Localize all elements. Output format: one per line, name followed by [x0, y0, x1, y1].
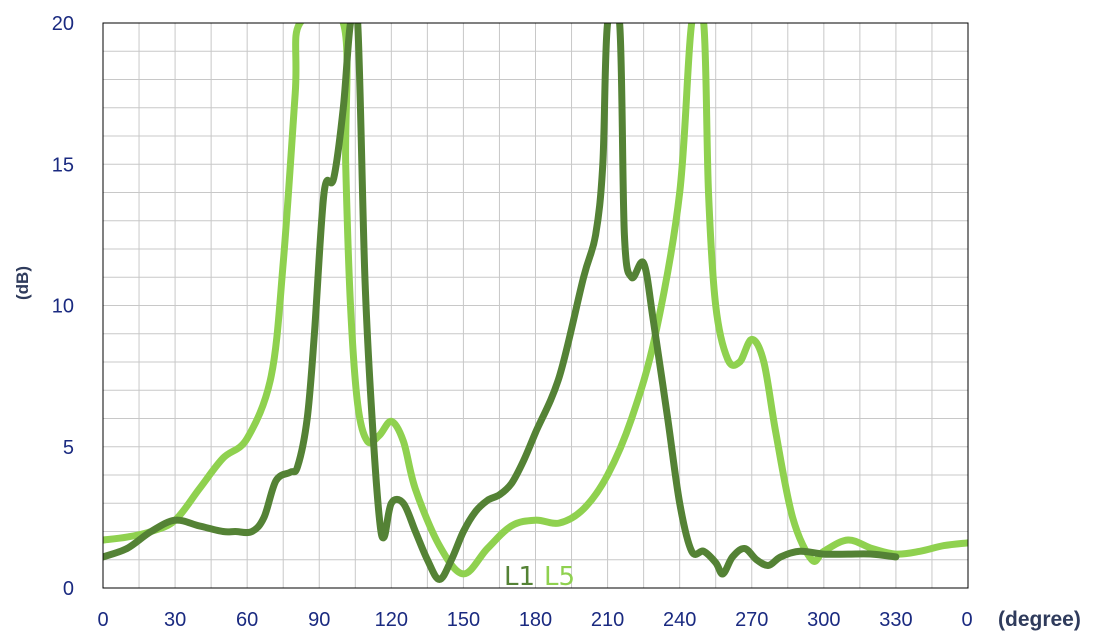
- x-tick-label: 330: [879, 609, 912, 631]
- series-line-l1: [103, 23, 900, 583]
- x-axis-ticks: 0 30 60 90 120 150 180 210 240 270 300 330 0: [97, 609, 972, 631]
- series-line-l5: [103, 23, 968, 578]
- series-lines: [103, 23, 968, 583]
- x-tick-label: 0: [97, 609, 108, 631]
- x-tick-label: 210: [591, 609, 624, 631]
- y-axis-label: (dB): [13, 266, 32, 300]
- x-tick-label: 180: [519, 609, 552, 631]
- x-tick-label: 150: [447, 609, 480, 631]
- x-tick-label: 120: [375, 609, 408, 631]
- x-tick-label: 240: [663, 609, 696, 631]
- x-tick-label: 270: [735, 609, 768, 631]
- y-tick-label: 0: [63, 578, 74, 600]
- plot-frame: [102, 22, 969, 589]
- x-axis-label: (degree): [998, 608, 1081, 631]
- x-tick-label: 0: [961, 609, 972, 631]
- grid: [103, 23, 968, 588]
- y-tick-label: 5: [63, 437, 74, 459]
- x-tick-label: 30: [164, 609, 186, 631]
- series-labels: L5 L1: [504, 562, 575, 592]
- y-axis-ticks: 0 5 10 15 20: [52, 13, 74, 600]
- y-tick-label: 10: [52, 296, 74, 318]
- y-tick-label: 20: [52, 13, 74, 35]
- series-label-l1: L1: [504, 562, 535, 592]
- y-tick-label: 15: [52, 154, 74, 176]
- x-tick-label: 60: [236, 609, 258, 631]
- x-tick-label: 90: [308, 609, 330, 631]
- series-label-l5: L5: [544, 562, 575, 592]
- x-tick-label: 300: [807, 609, 840, 631]
